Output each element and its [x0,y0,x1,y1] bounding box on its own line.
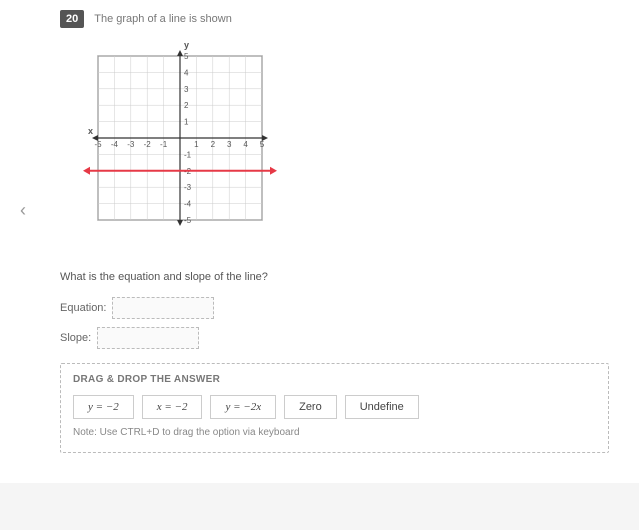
svg-text:y: y [184,40,189,50]
svg-text:2: 2 [184,101,189,110]
svg-text:4: 4 [243,140,248,149]
question-prompt: What is the equation and slope of the li… [60,271,609,283]
question-header: 20 The graph of a line is shown [60,10,609,28]
svg-text:-5: -5 [94,140,102,149]
equation-label: Equation: [60,302,106,314]
svg-text:4: 4 [184,68,189,77]
answer-option-0[interactable]: y = −2 [73,395,134,419]
answer-option-4[interactable]: Undefine [345,395,419,419]
svg-text:-3: -3 [184,183,192,192]
svg-text:-2: -2 [144,140,152,149]
equation-dropzone[interactable] [112,297,214,319]
svg-text:5: 5 [260,140,265,149]
answer-option-2[interactable]: y = −2x [210,395,276,419]
drag-drop-note: Note: Use CTRL+D to drag the option via … [73,427,596,438]
svg-text:-4: -4 [111,140,119,149]
equation-row: Equation: [60,297,609,319]
svg-text:1: 1 [194,140,199,149]
answer-option-1[interactable]: x = −2 [142,395,203,419]
svg-text:5: 5 [184,52,189,61]
answer-option-3[interactable]: Zero [284,395,337,419]
coordinate-graph: -5-4-3-2-112345-5-4-3-2-112345yx [80,38,280,238]
svg-text:3: 3 [227,140,232,149]
svg-text:2: 2 [211,140,216,149]
slope-label: Slope: [60,332,91,344]
prev-chevron[interactable]: ‹ [20,200,26,221]
drag-drop-panel: DRAG & DROP THE ANSWER y = −2x = −2y = −… [60,363,609,453]
svg-text:-5: -5 [184,216,192,225]
svg-text:-1: -1 [160,140,168,149]
question-page: 20 The graph of a line is shown -5 -4 -3 -2… [0,0,639,483]
options-row: y = −2 x = −2 y = −2x Zero Undefine [73,395,596,419]
svg-text:x: x [88,126,93,136]
slope-row: Slope: [60,327,609,349]
graph-container: -5-4-3-2-112345-5-4-3-2-112345yx [80,38,609,241]
svg-text:-4: -4 [184,200,192,209]
question-title: The graph of a line is shown [94,13,232,25]
drag-drop-title: DRAG & DROP THE ANSWER [73,374,596,385]
svg-text:1: 1 [184,118,189,127]
slope-dropzone[interactable] [97,327,199,349]
svg-text:-1: -1 [184,150,192,159]
svg-text:3: 3 [184,85,189,94]
question-number: 20 [60,10,84,28]
svg-text:-3: -3 [127,140,135,149]
